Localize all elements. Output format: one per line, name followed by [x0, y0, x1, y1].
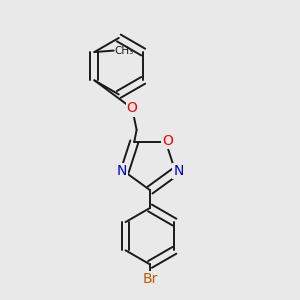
Text: N: N	[116, 164, 127, 178]
Text: N: N	[173, 164, 184, 178]
Text: O: O	[127, 101, 138, 116]
Text: CH₃: CH₃	[114, 46, 134, 56]
Text: O: O	[162, 134, 172, 148]
Text: Br: Br	[142, 272, 158, 286]
